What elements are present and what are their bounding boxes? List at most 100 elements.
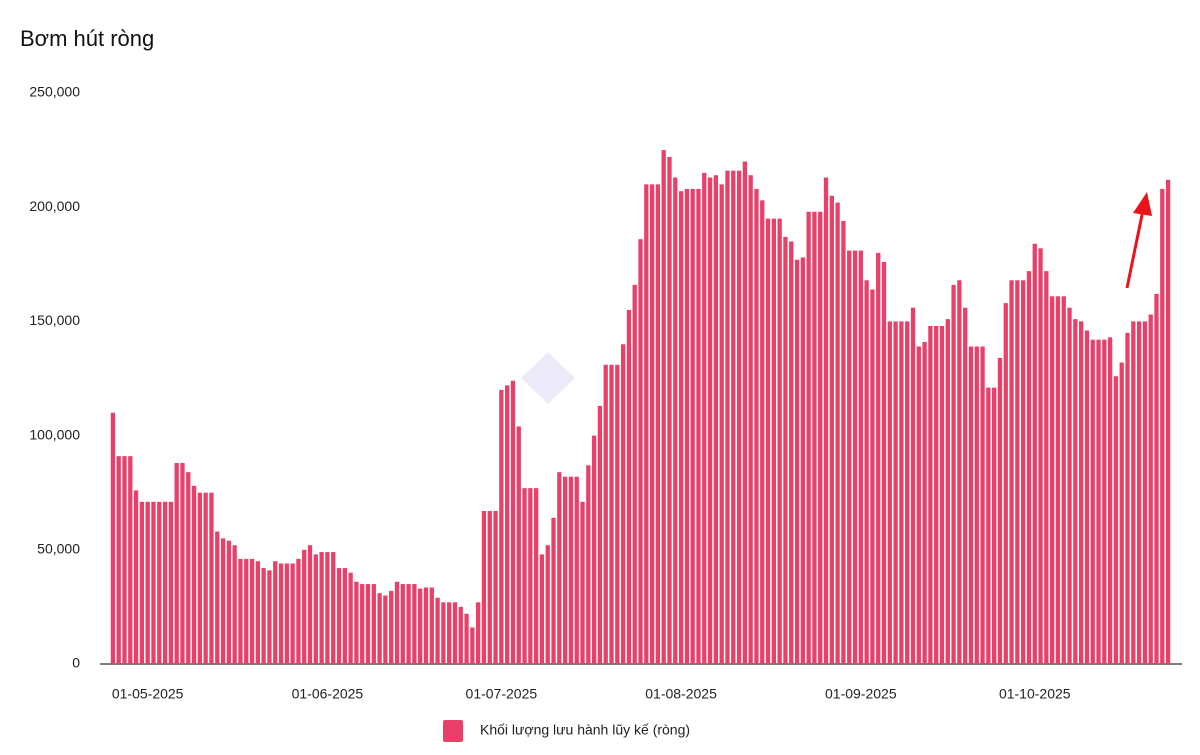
bar [197, 492, 203, 664]
bar [557, 472, 562, 664]
bar [620, 344, 626, 664]
bar [505, 385, 510, 664]
bar [928, 325, 933, 664]
bar [110, 412, 116, 664]
bar [649, 184, 655, 665]
bar [476, 602, 481, 664]
chart-title: Bơm hút ròng [20, 26, 154, 51]
bar [841, 220, 846, 665]
bar [835, 202, 840, 664]
bar [1165, 179, 1171, 665]
bar [992, 387, 997, 664]
bar [934, 325, 939, 664]
bar [661, 150, 666, 665]
bar [267, 570, 272, 664]
bar [307, 545, 313, 664]
bar [644, 184, 649, 665]
bar [261, 568, 266, 664]
bar [133, 490, 139, 664]
bar [910, 307, 916, 664]
bar [278, 563, 284, 664]
bar [829, 195, 834, 664]
bar [591, 435, 597, 664]
bar [1125, 332, 1130, 664]
bar [1113, 376, 1119, 664]
bar [858, 250, 863, 664]
bar [684, 188, 690, 665]
bar [180, 463, 185, 664]
x-tick-label: 01-06-2025 [292, 686, 364, 702]
bar [377, 593, 382, 664]
bar [812, 211, 817, 664]
bar [290, 563, 295, 664]
y-tick-label: 50,000 [37, 541, 80, 557]
bar [209, 492, 214, 664]
bar [1061, 296, 1066, 664]
bar [325, 552, 330, 664]
bar [1131, 321, 1136, 664]
bar [678, 191, 684, 664]
bar [1078, 321, 1084, 664]
bar [371, 584, 376, 664]
bar [400, 584, 405, 664]
bar [365, 584, 371, 664]
bar [389, 590, 394, 664]
bar [673, 177, 678, 664]
bar [1021, 280, 1026, 664]
bar [418, 588, 423, 664]
y-tick-label: 0 [72, 655, 80, 671]
bar [249, 558, 255, 664]
legend-label: Khối lượng lưu hành lũy kế (ròng) [480, 722, 690, 738]
bar [435, 597, 440, 664]
bar [481, 510, 487, 664]
bar [725, 170, 730, 664]
bar [748, 175, 753, 664]
bar [887, 321, 892, 664]
bar [452, 602, 458, 664]
bar [493, 510, 498, 664]
bar [551, 517, 556, 664]
bar [789, 241, 794, 664]
bar [922, 341, 927, 664]
bar [667, 156, 672, 664]
bar [244, 558, 249, 664]
bar [539, 554, 545, 664]
bar [1032, 243, 1037, 664]
bar [1067, 307, 1072, 664]
watermark [521, 352, 575, 404]
bar [191, 485, 197, 664]
bar [522, 488, 527, 664]
bar [974, 346, 979, 664]
bar [731, 170, 736, 664]
bar [302, 549, 307, 664]
bar [296, 558, 301, 664]
bar [696, 188, 701, 665]
bar [145, 501, 150, 664]
bar [876, 252, 881, 664]
bar [632, 284, 637, 664]
bar [574, 476, 579, 664]
bar [968, 346, 974, 664]
bar [510, 380, 516, 664]
bar [690, 188, 695, 665]
bar [870, 289, 875, 664]
bar [1084, 330, 1090, 664]
bar [122, 456, 127, 664]
bar [151, 501, 156, 664]
bar [215, 531, 220, 664]
bar [429, 587, 434, 664]
bar [638, 239, 643, 664]
bar [742, 161, 748, 664]
bar [226, 540, 232, 664]
bar [336, 568, 342, 664]
bar [997, 357, 1003, 664]
bar [533, 488, 539, 664]
bar [586, 465, 591, 664]
bar [412, 584, 417, 664]
bar [1119, 362, 1124, 664]
bar [800, 257, 805, 664]
bar [939, 325, 945, 664]
bar [765, 218, 771, 664]
bar [1096, 339, 1101, 664]
